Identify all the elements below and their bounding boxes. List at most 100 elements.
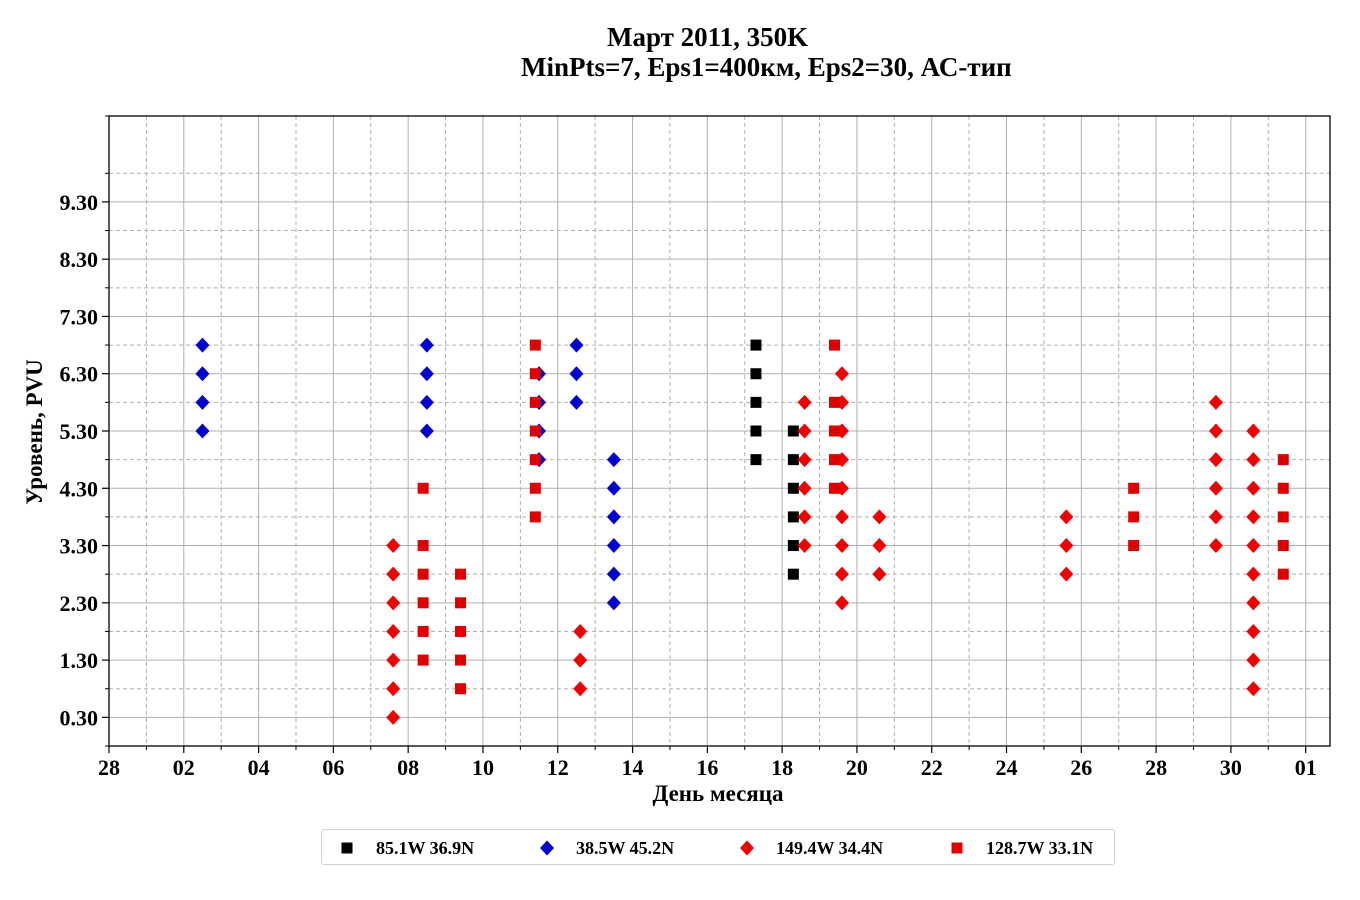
data-point (529, 482, 541, 494)
data-point (606, 509, 621, 525)
y-tick-label: 4.30 (60, 476, 99, 501)
legend-marker-shape (951, 842, 963, 854)
data-point (419, 394, 434, 410)
data-point (417, 568, 429, 580)
data-point (797, 452, 812, 468)
data-point (1277, 454, 1289, 466)
y-tick-label: 0.30 (60, 705, 99, 730)
data-points (195, 337, 1289, 725)
data-point (1246, 423, 1261, 439)
data-point (797, 509, 812, 525)
data-point (455, 683, 467, 695)
data-point (872, 538, 887, 554)
square-marker-icon (336, 837, 358, 859)
axis-ticks: 28 02 04 06 08 10 12 14 16 18 20 22 24 26 28 30 01 0.30 1.… (60, 115, 1317, 780)
legend: 85.1W 36.9N 38.5W 45.2N 149.4W 34.4N 128.7W… (321, 829, 1115, 865)
x-tick-label: 14 (622, 755, 644, 780)
data-point (195, 423, 210, 439)
data-point (529, 339, 541, 351)
data-point (797, 394, 812, 410)
data-point (750, 454, 762, 466)
x-tick-label: 22 (921, 755, 943, 780)
legend-label: 85.1W 36.9N (376, 837, 475, 858)
data-point (417, 597, 429, 609)
chart-title: Март 2011, 350K (607, 22, 809, 52)
y-tick-label: 7.30 (60, 304, 99, 329)
diamond-marker-icon (736, 837, 758, 859)
x-tick-label: 24 (996, 755, 1018, 780)
data-point (750, 396, 762, 408)
y-tick-label: 8.30 (60, 247, 99, 272)
data-point (569, 394, 584, 410)
data-point (606, 480, 621, 496)
chart-subtitle: MinPts=7, Eps1=400км, Eps2=30, АС-тип (521, 52, 1012, 82)
data-point (1246, 566, 1261, 582)
data-point (419, 423, 434, 439)
legend-label: 38.5W 45.2N (576, 837, 675, 858)
x-tick-label: 12 (547, 755, 569, 780)
data-point (797, 538, 812, 554)
data-point (455, 625, 467, 637)
legend-marker-shape (540, 840, 554, 856)
data-point (606, 452, 621, 468)
data-point (1246, 480, 1261, 496)
data-point (1208, 423, 1223, 439)
data-point (828, 339, 840, 351)
data-point (1246, 623, 1261, 639)
data-point (872, 509, 887, 525)
data-point (386, 681, 401, 697)
data-point (1208, 394, 1223, 410)
x-tick-label: 04 (248, 755, 270, 780)
data-point (1208, 538, 1223, 554)
legend-label: 128.7W 33.1N (986, 837, 1094, 858)
data-point (386, 566, 401, 582)
x-tick-label: 08 (397, 755, 419, 780)
grid (108, 115, 1330, 747)
data-point (606, 595, 621, 611)
data-point (606, 566, 621, 582)
data-point (569, 366, 584, 382)
data-point (529, 511, 541, 523)
data-point (797, 423, 812, 439)
x-tick-label: 01 (1295, 755, 1317, 780)
x-tick-label: 20 (846, 755, 868, 780)
x-tick-label: 18 (771, 755, 793, 780)
data-point (529, 425, 541, 437)
data-point (1246, 538, 1261, 554)
data-point (750, 425, 762, 437)
data-point (455, 654, 467, 666)
data-point (529, 454, 541, 466)
x-tick-label: 28 (1145, 755, 1167, 780)
data-point (1128, 482, 1140, 494)
data-point (828, 396, 840, 408)
data-point (828, 425, 840, 437)
x-tick-label: 06 (322, 755, 344, 780)
data-point (195, 337, 210, 353)
data-point (1128, 511, 1140, 523)
y-tick-label: 3.30 (60, 534, 99, 559)
data-point (787, 454, 799, 466)
data-point (834, 509, 849, 525)
x-axis-label: День месяца (652, 781, 784, 806)
data-point (195, 394, 210, 410)
data-point (787, 568, 799, 580)
y-axis-label: Уровень, PVU (22, 359, 47, 505)
legend-label: 149.4W 34.4N (776, 837, 884, 858)
data-point (834, 366, 849, 382)
data-point (455, 568, 467, 580)
data-point (797, 480, 812, 496)
data-point (834, 538, 849, 554)
data-point (828, 454, 840, 466)
legend-marker-shape (740, 840, 754, 856)
data-point (1277, 568, 1289, 580)
data-point (1277, 511, 1289, 523)
y-tick-label: 1.30 (60, 648, 99, 673)
data-point (1246, 652, 1261, 668)
data-point (417, 625, 429, 637)
data-point (529, 396, 541, 408)
x-tick-label: 26 (1070, 755, 1092, 780)
data-point (787, 540, 799, 552)
data-point (1208, 509, 1223, 525)
data-point (386, 595, 401, 611)
data-point (1059, 566, 1074, 582)
